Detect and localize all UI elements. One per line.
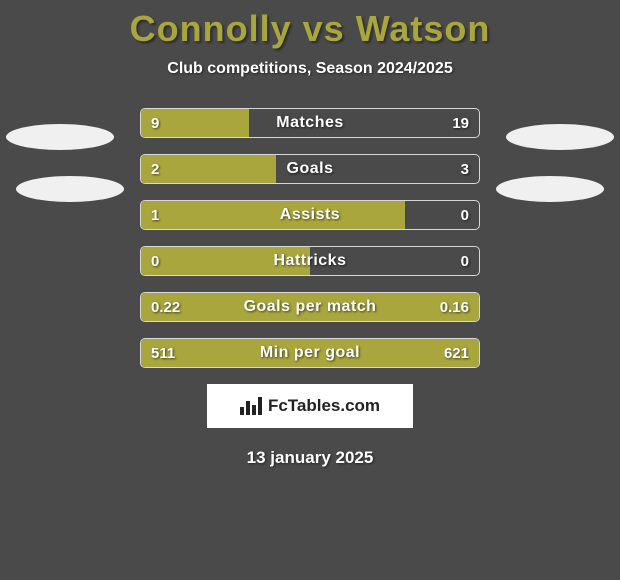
player-ellipse-left-0 xyxy=(6,124,114,150)
page-subtitle: Club competitions, Season 2024/2025 xyxy=(0,60,620,78)
stat-right-value: 3 xyxy=(461,155,469,183)
stat-right-value: 0 xyxy=(461,201,469,229)
stat-right-value: 621 xyxy=(444,339,469,367)
stat-row-goals: 2Goals3 xyxy=(140,154,480,184)
player-ellipse-left-1 xyxy=(16,176,124,202)
stat-label: Goals per match xyxy=(141,293,479,321)
brand-icon-bar xyxy=(252,405,256,415)
stat-right-value: 0.16 xyxy=(440,293,469,321)
stat-right-value: 19 xyxy=(452,109,469,137)
stat-label: Matches xyxy=(141,109,479,137)
footer-date: 13 january 2025 xyxy=(0,448,620,468)
brand-box: FcTables.com xyxy=(207,384,413,428)
comparison-bars: 9Matches192Goals31Assists00Hattricks00.2… xyxy=(140,108,480,368)
player-ellipse-right-3 xyxy=(496,176,604,202)
brand-icon-bar xyxy=(246,401,250,415)
page-title: Connolly vs Watson xyxy=(0,0,620,50)
brand-chart-icon xyxy=(240,397,262,415)
stat-label: Min per goal xyxy=(141,339,479,367)
stat-label: Assists xyxy=(141,201,479,229)
stat-label: Hattricks xyxy=(141,247,479,275)
stat-right-value: 0 xyxy=(461,247,469,275)
brand-icon-bar xyxy=(240,407,244,415)
stat-row-goals-per-match: 0.22Goals per match0.16 xyxy=(140,292,480,322)
stat-row-hattricks: 0Hattricks0 xyxy=(140,246,480,276)
stat-row-assists: 1Assists0 xyxy=(140,200,480,230)
stat-row-matches: 9Matches19 xyxy=(140,108,480,138)
stat-row-min-per-goal: 511Min per goal621 xyxy=(140,338,480,368)
brand-icon-bar xyxy=(258,397,262,415)
brand-text: FcTables.com xyxy=(268,396,380,416)
player-ellipse-right-2 xyxy=(506,124,614,150)
stat-label: Goals xyxy=(141,155,479,183)
